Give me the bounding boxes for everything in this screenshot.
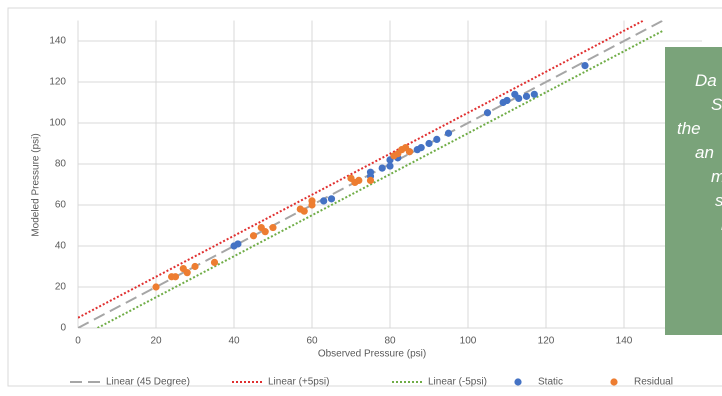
x-tick-label: 20 [150, 336, 162, 347]
y-tick-label: 140 [49, 36, 66, 47]
y-tick-label: 60 [55, 200, 67, 211]
point [210, 258, 219, 266]
point [386, 162, 394, 170]
legend-label: Residual [634, 377, 673, 388]
point [515, 94, 523, 102]
point [308, 197, 316, 205]
legend-symbol [514, 378, 522, 386]
annotation-line: the [677, 119, 701, 138]
point [530, 90, 538, 98]
legend-label: Linear (-5psi) [428, 377, 487, 388]
y-tick-label: 0 [60, 323, 66, 334]
y-axis-label: Modeled Pressure (psi) [31, 133, 42, 236]
x-tick-label: 120 [538, 336, 555, 347]
chart-frame [7, 7, 722, 387]
point [425, 139, 433, 148]
point [171, 273, 180, 281]
point [444, 129, 453, 137]
x-axis-label: Observed Pressure (psi) [318, 349, 426, 360]
point [366, 168, 375, 176]
y-tick-label: 20 [55, 282, 67, 293]
y-tick-label: 100 [49, 118, 66, 129]
reference-line [97, 29, 664, 328]
point [417, 144, 425, 152]
y-tick-label: 40 [55, 241, 67, 252]
reference-line [78, 20, 644, 319]
x-tick-label: 40 [228, 336, 240, 347]
legend-symbol [610, 378, 618, 386]
x-tick-label: 60 [306, 336, 318, 347]
annotation-line: s [665, 189, 722, 213]
point [522, 92, 531, 100]
point [300, 207, 308, 215]
x-tick-label: 140 [616, 336, 633, 347]
x-tick-label: 80 [384, 336, 396, 347]
point [483, 109, 492, 117]
point [581, 62, 589, 70]
point [433, 135, 441, 143]
y-tick-label: 120 [49, 77, 66, 88]
point [261, 228, 269, 236]
x-tick-label: 100 [460, 336, 477, 347]
point [327, 195, 336, 203]
point [183, 269, 191, 277]
annotation-line: S [711, 95, 722, 114]
annotation-line: m [665, 165, 722, 189]
point [249, 232, 258, 240]
point [503, 96, 511, 105]
legend-label: Static [538, 377, 563, 388]
point [269, 223, 277, 232]
legend-label: Linear (45 Degree) [106, 377, 190, 388]
point [191, 262, 199, 271]
x-tick-label: 0 [75, 336, 81, 347]
annotation-line: an [695, 143, 714, 162]
point [320, 197, 328, 205]
annotation-line: l [665, 213, 722, 237]
legend-label: Linear (+5psi) [268, 377, 329, 388]
annotation-line: Da [695, 71, 717, 90]
point [366, 176, 375, 184]
point [355, 176, 363, 184]
point [152, 283, 160, 291]
y-tick-label: 80 [55, 159, 67, 170]
point [405, 148, 414, 156]
point [234, 240, 242, 248]
point [378, 164, 386, 172]
